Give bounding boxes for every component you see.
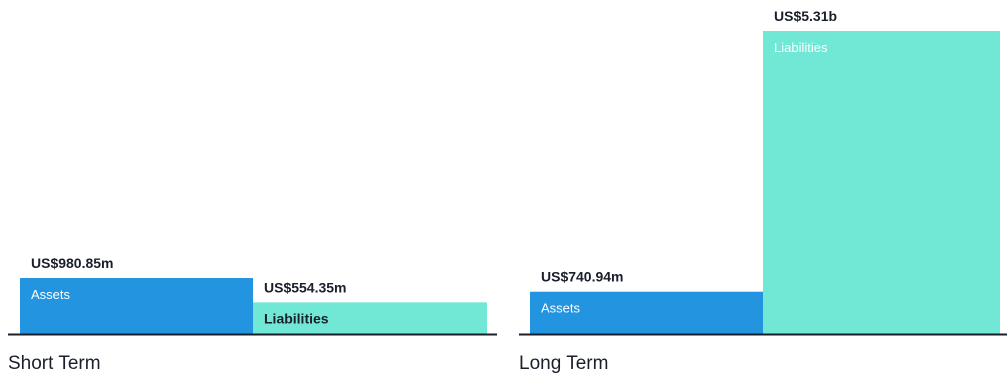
long-term-liabilities-bar [763,31,1000,334]
long-term-liabilities-value: US$5.31b [774,8,837,24]
short-term-group-label: Short Term [8,353,101,374]
short-term-liabilities-value: US$554.35m [264,279,347,295]
group-long-term: US$740.94m Assets US$5.31b Liabilities L… [519,8,1007,374]
long-term-liabilities-label: Liabilities [774,40,828,55]
short-term-assets-value: US$980.85m [31,255,114,271]
long-term-assets-bar [530,291,763,334]
short-term-assets-bar [20,278,253,334]
long-term-assets-label: Assets [541,301,581,316]
long-term-group-label: Long Term [519,353,608,374]
long-term-assets-value: US$740.94m [541,269,624,285]
group-short-term: US$980.85m Assets US$554.35m Liabilities… [8,255,497,374]
short-term-assets-label: Assets [31,287,71,302]
short-term-liabilities-bar [253,302,487,334]
short-term-liabilities-label: Liabilities [264,310,329,326]
